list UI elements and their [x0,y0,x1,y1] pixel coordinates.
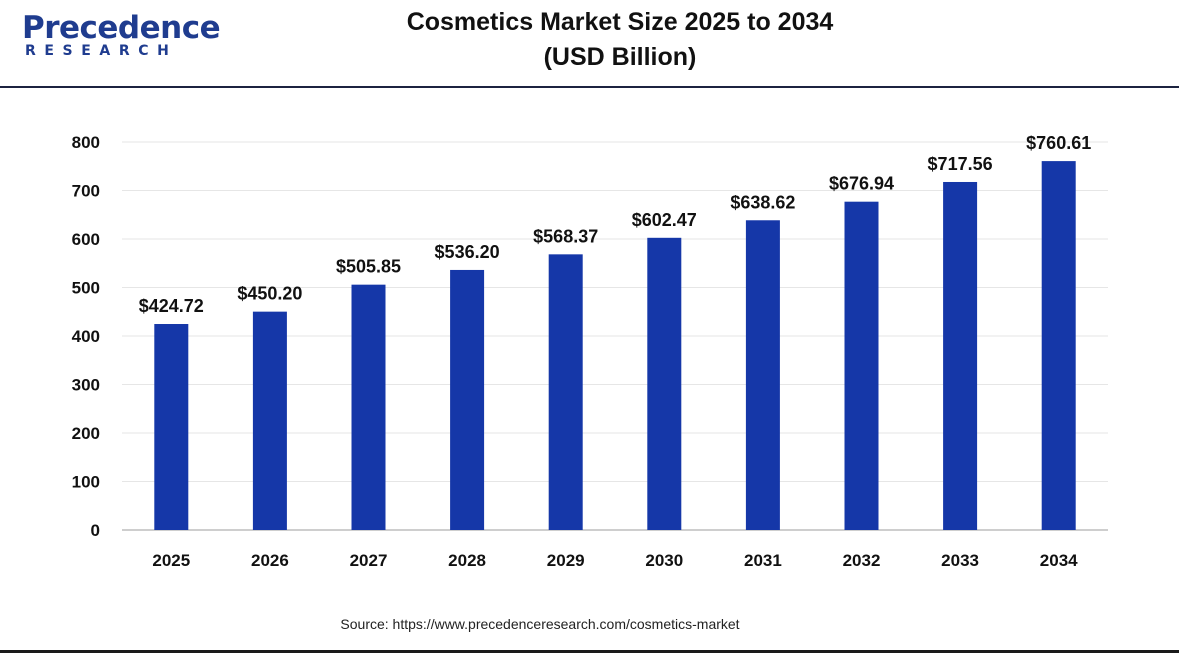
y-tick-label: 100 [72,473,100,492]
data-label: $450.20 [237,284,302,304]
x-tick-label: 2031 [744,551,782,570]
x-tick-label: 2032 [843,551,881,570]
precedence-research-logo[interactable]: Precedence RESEARCH [22,10,221,70]
chart-subtitle: (USD Billion) [543,43,697,71]
data-label: $505.85 [336,257,401,277]
y-tick-label: 500 [72,279,100,298]
bar[interactable] [154,324,189,530]
data-label: $676.94 [829,174,894,194]
y-tick-label: 300 [72,376,100,395]
source-note: Source: https://www.precedenceresearch.c… [340,616,740,632]
data-label: $424.72 [139,296,204,316]
x-tick-label: 2033 [941,551,979,570]
x-tick-label: 2034 [1040,551,1078,570]
data-label: $536.20 [435,242,500,262]
logo-wordmark: Precedence [22,10,221,46]
header: Precedence RESEARCH Cosmetics Market Siz… [0,0,1179,88]
bar[interactable] [1041,161,1076,530]
x-tick-label: 2025 [152,551,190,570]
data-label: $760.61 [1026,133,1091,153]
y-tick-label: 400 [72,327,100,346]
bar[interactable] [351,284,386,530]
bar[interactable] [844,201,879,531]
bar[interactable] [943,181,978,530]
data-label: $638.62 [730,192,795,212]
data-label: $602.47 [632,210,697,230]
x-tick-label: 2026 [251,551,289,570]
bar[interactable] [252,311,287,530]
y-tick-label: 0 [91,521,100,540]
x-tick-label: 2028 [448,551,486,570]
bar[interactable] [450,269,485,530]
bar-chart: 0 100 200 300 400 500 600 700 800 $424.72 2025 $450… [72,133,1108,570]
y-tick-label: 600 [72,230,100,249]
x-tick-label: 2029 [547,551,585,570]
x-tick-label: 2027 [350,551,388,570]
chart-title: Cosmetics Market Size 2025 to 2034 [406,8,834,36]
data-label: $717.56 [928,154,993,174]
x-tick-label: 2030 [645,551,683,570]
logo-subtitle: RESEARCH [25,43,178,59]
bar[interactable] [647,237,682,530]
y-tick-label: 700 [72,182,100,201]
bar[interactable] [548,254,583,530]
bar[interactable] [745,220,780,531]
y-tick-label: 800 [72,133,100,152]
y-tick-label: 200 [72,424,100,443]
data-label: $568.37 [533,226,598,246]
